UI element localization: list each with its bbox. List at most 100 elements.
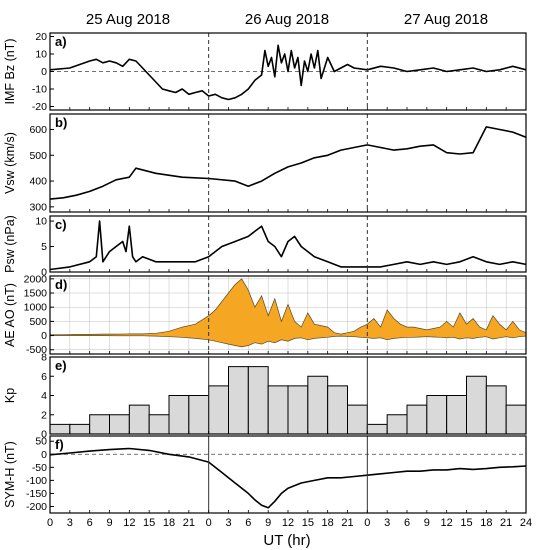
x-tick-label: 12	[441, 517, 453, 529]
date-label-day1: 25 Aug 2018	[86, 11, 170, 28]
y-tick-label: -10	[32, 84, 47, 96]
y-tick-label: 0	[41, 66, 47, 78]
x-tick-label: 0	[47, 517, 53, 529]
y-tick-label: -50	[32, 462, 47, 474]
panel-4: -500 0 500 1000 1500 2000 d) AE AO (nT)	[3, 273, 527, 356]
kp-bar	[505, 404, 527, 435]
series-line	[49, 220, 527, 271]
panel-3: 0 5 10 c) Psw (nPa)	[3, 215, 527, 279]
kp-bar	[446, 395, 467, 435]
panel-label: d)	[55, 277, 67, 292]
y-tick-label: 300	[29, 201, 47, 213]
panel-frame	[49, 435, 527, 514]
kp-bar	[49, 423, 71, 435]
panel-label: e)	[55, 358, 67, 373]
y-axis-label: Kp	[3, 388, 17, 403]
y-tick-label: 8	[41, 352, 47, 364]
series-line	[49, 447, 527, 509]
x-tick-label: 21	[183, 517, 195, 529]
y-tick-label: -500	[26, 344, 47, 356]
kp-bar	[128, 404, 150, 435]
x-tick-label: 3	[225, 517, 231, 529]
y-tick-label: -20	[32, 101, 47, 113]
y-tick-label: 400	[29, 176, 47, 188]
kp-bar	[208, 385, 230, 435]
x-tick-label: 3	[384, 517, 390, 529]
y-tick-label: 0	[41, 330, 47, 342]
y-tick-label: 500	[29, 316, 47, 328]
panel-frame	[49, 113, 527, 213]
kp-bar	[307, 375, 329, 435]
x-tick-label: 6	[87, 517, 93, 529]
kp-bar	[287, 385, 309, 435]
y-axis-label: IMF Bz (nT)	[3, 39, 17, 105]
y-tick-label: 10	[35, 49, 47, 61]
kp-bar	[228, 366, 249, 435]
kp-bar	[69, 423, 91, 435]
y-tick-label: 4	[41, 390, 47, 402]
x-tick-label: 24	[520, 517, 532, 529]
y-tick-label: 0	[41, 429, 47, 441]
y-axis-label: Psw (nPa)	[3, 215, 17, 273]
series-line	[49, 44, 527, 101]
kp-bar	[247, 366, 269, 435]
x-tick-label: 18	[163, 517, 175, 529]
panel-label: a)	[55, 34, 67, 49]
kp-bar	[386, 414, 408, 435]
x-tick-label: 18	[322, 517, 334, 529]
x-axis-ticks: 0 3 6 9 12 15 18 21 0 3 6 9 12 15 18 21 0 3 6 9 12 15 18 21 24	[47, 517, 532, 529]
y-tick-label: 1500	[24, 288, 48, 300]
kp-bar	[188, 395, 210, 435]
y-axis-label: AE AO (nT)	[3, 283, 17, 347]
x-tick-label: 15	[143, 517, 155, 529]
panel-2: 300 400 500 600 b) Vsw (km/s)	[3, 113, 527, 213]
x-tick-label: 0	[364, 517, 370, 529]
y-tick-label: 2000	[24, 273, 48, 285]
y-tick-label: 6	[41, 371, 47, 383]
date-label-day2: 26 Aug 2018	[245, 11, 329, 28]
x-tick-label: 12	[123, 517, 135, 529]
x-tick-label: 9	[265, 517, 271, 529]
x-tick-label: 6	[404, 517, 410, 529]
kp-bar	[109, 414, 130, 435]
panel-label: c)	[55, 217, 67, 232]
y-tick-label: 5	[41, 241, 47, 253]
kp-bar	[347, 404, 368, 435]
kp-bar	[89, 414, 110, 435]
x-tick-label: 18	[480, 517, 492, 529]
panel-1: -20 -10 0 10 20 a) IMF Bz (nT)	[3, 31, 527, 113]
kp-bar	[148, 414, 170, 435]
y-tick-label: -150	[26, 488, 47, 500]
series-line	[49, 126, 527, 200]
y-tick-label: 10	[35, 216, 47, 228]
y-tick-label: 1000	[24, 302, 48, 314]
y-tick-label: 2	[41, 409, 47, 421]
x-tick-label: 9	[424, 517, 430, 529]
x-tick-label: 15	[302, 517, 314, 529]
x-tick-label: 6	[245, 517, 251, 529]
kp-bar	[406, 404, 428, 435]
x-axis-label: UT (hr)	[263, 532, 310, 549]
panel-5: 0 2 4 6 8 e) Kp	[3, 352, 527, 441]
y-tick-label: 0	[41, 449, 47, 461]
kp-bar	[366, 423, 388, 435]
y-tick-label: 600	[29, 124, 47, 136]
kp-bar	[327, 385, 348, 435]
x-tick-label: 21	[500, 517, 512, 529]
kp-bar	[485, 385, 507, 435]
y-tick-label: 500	[29, 150, 47, 162]
panel-label: b)	[55, 115, 67, 130]
x-tick-label: 15	[460, 517, 472, 529]
panel-label: f)	[55, 437, 64, 452]
kp-bar	[267, 385, 289, 435]
kp-bar	[466, 375, 487, 435]
y-axis-label: SYM-H (nT)	[3, 441, 17, 508]
y-tick-label: -200	[26, 501, 47, 513]
x-tick-label: 21	[341, 517, 353, 529]
x-tick-label: 0	[206, 517, 212, 529]
y-tick-label: 50	[35, 436, 47, 448]
y-tick-label: -100	[26, 475, 47, 487]
